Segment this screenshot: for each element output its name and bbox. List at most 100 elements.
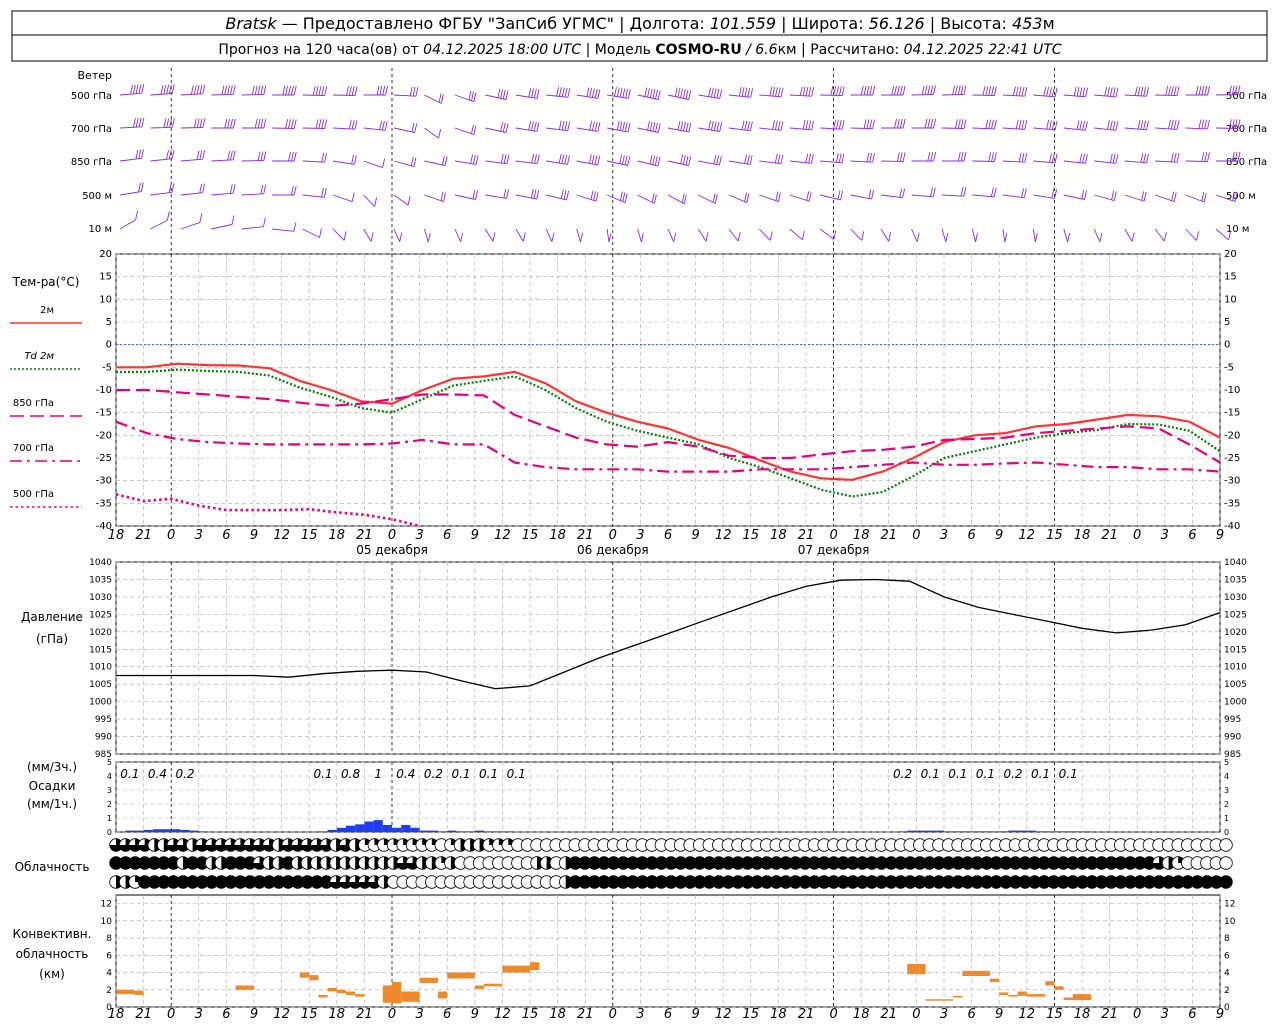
y-tick-right: 4 — [1224, 969, 1230, 979]
cloud-symbol-fill — [1114, 875, 1127, 889]
wind-barb — [941, 85, 967, 96]
wind-barb — [850, 189, 875, 200]
cloud-symbol-fill — [913, 856, 927, 870]
legend-label: 700 гПа — [13, 443, 54, 454]
y-tick-left: 1010 — [89, 663, 112, 673]
cloud-symbol-fill — [291, 838, 305, 852]
provider-text: — Предоставлено ФГБУ "ЗапСиб УГМС" | Дол… — [277, 14, 710, 33]
y-tick-left: 1 — [107, 814, 112, 823]
y-tick-right: 2 — [1224, 986, 1230, 996]
cloud-symbol-fill — [1028, 856, 1041, 870]
precip-bar — [1054, 831, 1064, 832]
hour-label: 6 — [222, 1007, 230, 1022]
conv-cloud-bar — [355, 994, 365, 997]
wind-barb — [1094, 86, 1119, 98]
wind-barb — [759, 120, 784, 131]
precip-bar — [493, 831, 503, 832]
y-tick-left: 1005 — [89, 680, 112, 690]
y-tick-left: 15 — [99, 272, 112, 283]
y-tick-left: -10 — [96, 385, 112, 396]
precip-total-label: 0.2 — [424, 767, 443, 781]
precip-bar — [419, 830, 429, 832]
wind-barb — [180, 118, 206, 129]
precip-bar — [1063, 831, 1073, 832]
hour-label: 3 — [195, 1007, 203, 1022]
wind-barb — [1185, 152, 1210, 162]
wind-barb — [1215, 228, 1232, 241]
hour-label: 9 — [995, 1007, 1003, 1022]
wind-barb — [789, 120, 815, 131]
wind-barb — [333, 119, 358, 130]
cloud-symbol-fill — [607, 856, 620, 870]
hour-label: 15 — [301, 1007, 318, 1022]
precip-total-label: 0.1 — [479, 767, 498, 781]
y-tick-left: 990 — [95, 733, 112, 743]
precip-panel: (мм/3ч.) Осадки (мм/1ч.) 5 5 4 4 3 3 2 2 1 1 0 0 0.… — [27, 758, 1229, 837]
precip-total-label: 0.1 — [948, 767, 967, 781]
y-tick-left: 1035 — [89, 575, 112, 585]
wind-barb — [150, 149, 175, 162]
cloud-symbol-fill — [119, 856, 132, 870]
wind-level-850hpa-right: 850 гПа — [1226, 157, 1267, 168]
hour-label: 6 — [664, 1007, 672, 1022]
precip-bar — [346, 825, 356, 832]
hour-label: 6 — [967, 1007, 975, 1022]
hour-label: 18 — [770, 528, 787, 543]
hour-label: 6 — [1188, 528, 1196, 543]
temp-legend: 2м Td 2м 850 гПа 700 гПа 500 гПа — [10, 305, 82, 508]
cloud-symbol-fill — [1124, 856, 1137, 870]
wind-barb — [1185, 192, 1207, 203]
hour-label: 12 — [494, 528, 511, 543]
y-tick-left: 4 — [106, 969, 112, 979]
conv-cloud-bar — [1072, 994, 1092, 1001]
wind-barb — [180, 213, 203, 230]
cloud-symbol-fill — [588, 856, 601, 870]
wind-barb — [302, 187, 327, 198]
wind-level-500m: 500 м — [82, 191, 112, 202]
hour-label: 18 — [853, 1007, 870, 1022]
conv-title-2: облачность — [16, 947, 89, 961]
wind-barb — [1185, 119, 1210, 130]
hour-label: 18 — [108, 1007, 125, 1022]
cloud-symbol-fill — [253, 838, 266, 852]
wind-barb — [211, 85, 236, 96]
wind-barb — [911, 151, 937, 162]
cloud-symbol-fill — [578, 875, 592, 889]
wind-barb — [972, 187, 997, 198]
wind-barb — [637, 228, 644, 243]
cloud-symbol-fill — [243, 856, 257, 870]
conv-cloud-bar — [447, 972, 475, 979]
cloud-symbol-fill — [1076, 875, 1089, 889]
conv-cloud-bar — [392, 982, 402, 1004]
wind-barb — [1185, 228, 1200, 241]
precip-bar — [392, 827, 402, 832]
cloud-symbol-fill — [894, 875, 907, 889]
y-tick-left: -5 — [102, 362, 112, 373]
wind-barb — [272, 185, 297, 196]
wind-barb — [180, 150, 206, 162]
conv-panel: Конвективн. облачность (км) 12 12 10 10 8 8 6 6… — [13, 894, 1236, 1013]
wind-level-850hpa: 850 гПа — [71, 157, 112, 168]
conv-cloud-bar — [999, 992, 1009, 995]
station-name: Bratsk — [225, 14, 277, 33]
cloud-symbol-fill — [119, 838, 132, 852]
model-label: | Модель — [581, 42, 655, 58]
y-tick-left: -30 — [96, 476, 112, 487]
wind-panel: Ветер 500 гПа 700 гПа 850 гПа 500 м 10 м… — [71, 68, 1267, 252]
cloud-symbol-fill — [999, 875, 1013, 889]
model-name: COSMO-RU — [655, 42, 741, 58]
precip-bar — [898, 831, 908, 832]
header-box — [11, 10, 1268, 62]
hour-label: 21 — [881, 1007, 898, 1022]
cloud-symbol-fill — [626, 875, 639, 889]
precip-bar — [401, 825, 411, 832]
y-tick-left: 12 — [101, 900, 112, 910]
wind-barb — [515, 228, 526, 242]
y-tick-right: 8 — [1224, 934, 1230, 944]
y-tick-left: 6 — [106, 951, 112, 961]
y-tick-right: 1015 — [1224, 645, 1247, 655]
wind-barb — [545, 228, 555, 242]
temp-grid: 20 20 15 15 10 10 5 5 0 0 -5 -5 -10 -10 -15 -15 -20 -20 -2… — [96, 249, 1241, 532]
cloud-symbol-fill — [923, 856, 936, 870]
cloud-symbol-fill — [846, 875, 860, 889]
